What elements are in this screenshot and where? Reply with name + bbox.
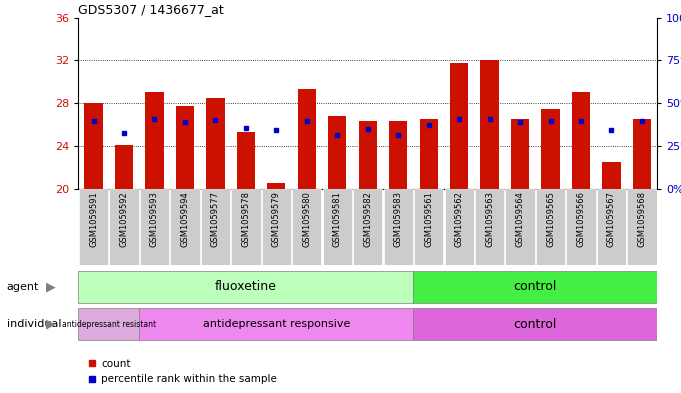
Text: GSM1059581: GSM1059581 <box>333 191 342 247</box>
Text: GSM1059577: GSM1059577 <box>211 191 220 247</box>
FancyBboxPatch shape <box>567 189 596 264</box>
Bar <box>328 116 347 189</box>
Text: GSM1059561: GSM1059561 <box>424 191 433 247</box>
Text: GSM1059579: GSM1059579 <box>272 191 281 247</box>
Bar <box>176 107 194 189</box>
Bar <box>541 108 560 189</box>
Text: GSM1059568: GSM1059568 <box>637 191 646 247</box>
Text: GSM1059583: GSM1059583 <box>394 191 402 247</box>
Bar <box>389 121 407 189</box>
FancyBboxPatch shape <box>232 189 261 264</box>
FancyBboxPatch shape <box>597 189 626 264</box>
Text: GSM1059563: GSM1059563 <box>485 191 494 247</box>
Bar <box>633 119 651 189</box>
Legend: count, percentile rank within the sample: count, percentile rank within the sample <box>84 355 281 389</box>
Text: GSM1059567: GSM1059567 <box>607 191 616 247</box>
FancyBboxPatch shape <box>262 189 291 264</box>
Text: GSM1059592: GSM1059592 <box>119 191 129 247</box>
Bar <box>237 132 255 189</box>
FancyBboxPatch shape <box>201 189 230 264</box>
Bar <box>267 183 285 189</box>
FancyBboxPatch shape <box>78 271 413 303</box>
FancyBboxPatch shape <box>414 189 443 264</box>
Bar <box>84 103 103 189</box>
Bar <box>450 62 469 189</box>
FancyBboxPatch shape <box>78 308 139 340</box>
FancyBboxPatch shape <box>383 189 413 264</box>
FancyBboxPatch shape <box>445 189 474 264</box>
Text: antidepressant responsive: antidepressant responsive <box>203 319 350 329</box>
Text: GSM1059593: GSM1059593 <box>150 191 159 247</box>
Text: GSM1059594: GSM1059594 <box>180 191 189 247</box>
Text: GDS5307 / 1436677_at: GDS5307 / 1436677_at <box>78 4 224 17</box>
Text: agent: agent <box>7 282 39 292</box>
FancyBboxPatch shape <box>627 189 656 264</box>
Bar <box>298 89 316 189</box>
Bar <box>481 61 498 189</box>
FancyBboxPatch shape <box>475 189 504 264</box>
FancyBboxPatch shape <box>505 189 535 264</box>
FancyBboxPatch shape <box>536 189 565 264</box>
Text: individual: individual <box>7 319 61 329</box>
Bar <box>511 119 529 189</box>
Bar <box>419 119 438 189</box>
Text: GSM1059580: GSM1059580 <box>302 191 311 247</box>
Text: antidepressant resistant: antidepressant resistant <box>62 320 156 329</box>
Bar <box>115 145 133 189</box>
FancyBboxPatch shape <box>170 189 200 264</box>
FancyBboxPatch shape <box>323 189 352 264</box>
FancyBboxPatch shape <box>413 308 657 340</box>
Bar <box>145 92 163 189</box>
Text: GSM1059566: GSM1059566 <box>577 191 586 247</box>
Text: GSM1059582: GSM1059582 <box>363 191 373 247</box>
Text: GSM1059591: GSM1059591 <box>89 191 98 247</box>
Text: fluoxetine: fluoxetine <box>215 280 276 294</box>
FancyBboxPatch shape <box>139 308 413 340</box>
Bar <box>359 121 377 189</box>
Text: GSM1059565: GSM1059565 <box>546 191 555 247</box>
FancyBboxPatch shape <box>353 189 382 264</box>
Text: GSM1059562: GSM1059562 <box>455 191 464 247</box>
FancyBboxPatch shape <box>413 271 657 303</box>
Text: ▶: ▶ <box>46 318 56 331</box>
Text: ▶: ▶ <box>46 280 56 294</box>
Bar <box>572 92 590 189</box>
Bar <box>206 98 225 189</box>
Text: control: control <box>513 280 557 294</box>
FancyBboxPatch shape <box>110 189 139 264</box>
Bar <box>602 162 620 189</box>
FancyBboxPatch shape <box>140 189 169 264</box>
Text: GSM1059564: GSM1059564 <box>516 191 524 247</box>
FancyBboxPatch shape <box>79 189 108 264</box>
Text: GSM1059578: GSM1059578 <box>241 191 251 247</box>
Text: control: control <box>513 318 557 331</box>
FancyBboxPatch shape <box>292 189 321 264</box>
